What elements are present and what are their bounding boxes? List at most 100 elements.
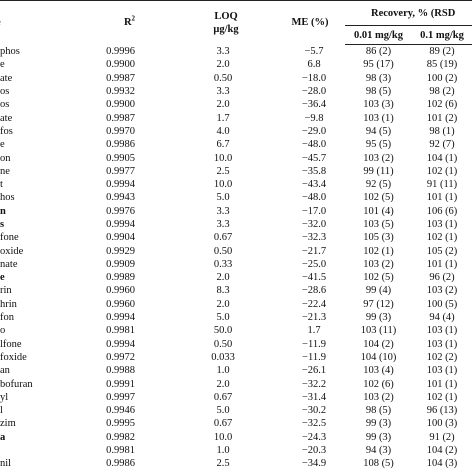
cell-me: −32.2 bbox=[301, 378, 327, 390]
cell-loq: 3.3 bbox=[216, 86, 230, 98]
cell-compound: fon bbox=[0, 312, 14, 324]
cell-compound: nil bbox=[0, 458, 12, 470]
header-loq-line2: μg/kg bbox=[213, 23, 239, 35]
cell-recovery-01: 103 (1) bbox=[426, 365, 458, 377]
cell-loq: 0.50 bbox=[213, 72, 233, 84]
cell-compound: os bbox=[0, 99, 10, 111]
cell-me: −21.3 bbox=[301, 312, 327, 324]
cell-r2: 0.9960 bbox=[106, 298, 135, 310]
cell-loq: 6.7 bbox=[216, 139, 230, 151]
table-row: fos 0.9970 4.0 −29.0 94 (5) 98 (1) bbox=[0, 125, 472, 138]
cell-loq: 3.3 bbox=[216, 219, 230, 230]
table-row: n 0.9976 3.3 −17.0 101 (4) 106 (6) bbox=[0, 205, 472, 218]
cell-r2: 0.9994 bbox=[106, 179, 135, 191]
cell-recovery-001: 95 (5) bbox=[365, 139, 392, 151]
cell-me: −20.3 bbox=[301, 445, 327, 457]
cell-recovery-001: 98 (5) bbox=[365, 405, 392, 417]
cell-loq: 10.0 bbox=[213, 179, 233, 191]
cell-recovery-01: 104 (1) bbox=[426, 152, 458, 164]
cell-recovery-01: 102 (1) bbox=[426, 391, 458, 403]
cell-compound: hos bbox=[0, 192, 15, 204]
cell-compound: on bbox=[0, 152, 11, 164]
cell-r2: 0.9900 bbox=[106, 59, 135, 71]
table-row: a 0.9982 10.0 −24.3 99 (3) 91 (2) bbox=[0, 431, 472, 444]
cell-recovery-01: 102 (6) bbox=[426, 99, 458, 111]
cell-recovery-01: 101 (1) bbox=[426, 258, 458, 270]
cell-recovery-01: 104 (3) bbox=[426, 458, 458, 470]
cell-compound: lfone bbox=[0, 338, 22, 350]
cell-r2: 0.9987 bbox=[106, 112, 135, 124]
cell-r2: 0.9994 bbox=[106, 219, 135, 230]
cell-r2: 0.9946 bbox=[106, 405, 135, 417]
cell-loq: 2.5 bbox=[216, 165, 230, 177]
cell-recovery-01: 91 (2) bbox=[429, 431, 455, 443]
cell-r2: 0.9989 bbox=[106, 272, 135, 284]
cell-r2: 0.9994 bbox=[106, 312, 135, 324]
cell-compound: e bbox=[0, 272, 5, 284]
cell-loq: 1.7 bbox=[216, 112, 230, 124]
cell-loq: 0.50 bbox=[213, 245, 233, 257]
cell-compound: a bbox=[0, 431, 6, 443]
cell-recovery-001: 102 (5) bbox=[363, 192, 394, 204]
cell-recovery-001: 103 (5) bbox=[363, 219, 394, 230]
cell-loq: 5.0 bbox=[216, 192, 230, 204]
cell-recovery-01: 100 (5) bbox=[426, 298, 458, 310]
cell-loq: 5.0 bbox=[216, 405, 230, 417]
cell-recovery-01: 100 (3) bbox=[426, 418, 458, 430]
cell-compound: o bbox=[0, 325, 6, 337]
cell-compound: e bbox=[0, 139, 5, 151]
table-row: bofuran 0.9991 2.0 −32.2 102 (6) 101 (1) bbox=[0, 377, 472, 390]
cell-recovery-01: 96 (2) bbox=[429, 272, 455, 284]
cell-compound: bofuran bbox=[0, 378, 33, 390]
cell-me: −30.2 bbox=[301, 405, 327, 417]
cell-recovery-001: 92 (5) bbox=[365, 179, 392, 191]
cell-compound: zim bbox=[0, 418, 16, 430]
cell-recovery-01: 102 (2) bbox=[426, 351, 458, 363]
cell-compound: phos bbox=[0, 45, 20, 57]
cell-recovery-001: 98 (3) bbox=[365, 72, 392, 84]
header-loq-line1: LOQ bbox=[214, 10, 238, 22]
cell-compound: oxide bbox=[0, 245, 24, 257]
cell-recovery-01: 91 (11) bbox=[426, 179, 458, 191]
cell-recovery-01: 103 (1) bbox=[426, 338, 458, 350]
cell-recovery-001: 103 (2) bbox=[363, 258, 394, 270]
cell-loq: 2.0 bbox=[216, 272, 230, 284]
cell-me: −22.4 bbox=[301, 298, 327, 310]
table-row: e 0.9986 6.7 −48.0 95 (5) 92 (7) bbox=[0, 138, 472, 151]
cell-compound: foxide bbox=[0, 351, 27, 363]
cell-recovery-001: 94 (5) bbox=[365, 125, 392, 137]
cell-recovery-01: 85 (19) bbox=[426, 59, 458, 71]
table-row: nil 0.9986 2.5 −34.9 108 (5) 104 (3) bbox=[0, 457, 472, 470]
cell-recovery-01: 96 (13) bbox=[426, 405, 458, 417]
table-row: zim 0.9995 0.67 −32.5 99 (3) 100 (3) bbox=[0, 417, 472, 430]
table-row: oxide 0.9929 0.50 −21.7 102 (1) 105 (2) bbox=[0, 244, 472, 257]
cell-compound: an bbox=[0, 365, 10, 377]
cell-r2: 0.9994 bbox=[106, 338, 135, 350]
cell-me: −32.3 bbox=[301, 232, 327, 244]
table-row: an 0.9988 1.0 −26.1 103 (4) 103 (1) bbox=[0, 364, 472, 377]
cell-loq: 5.0 bbox=[216, 312, 230, 324]
cell-me: 1.7 bbox=[307, 325, 321, 337]
cell-me: −18.0 bbox=[301, 72, 327, 84]
cell-loq: 0.67 bbox=[213, 391, 233, 403]
cell-recovery-01: 105 (2) bbox=[426, 245, 458, 257]
table-row: phos 0.9996 3.3 −5.7 86 (2) 89 (2) bbox=[0, 45, 472, 59]
cell-recovery-001: 102 (5) bbox=[363, 272, 394, 284]
cell-recovery-01: 94 (4) bbox=[429, 312, 455, 324]
cell-recovery-01: 89 (2) bbox=[429, 46, 455, 58]
table-row: rin 0.9960 8.3 −28.6 99 (4) 103 (2) bbox=[0, 284, 472, 297]
table-row: e 0.9989 2.0 −41.5 102 (5) 96 (2) bbox=[0, 271, 472, 284]
header-recovery-01: 0.1 mg/kg bbox=[412, 25, 472, 45]
cell-r2: 0.9972 bbox=[106, 351, 135, 363]
cell-r2: 0.9986 bbox=[106, 458, 135, 470]
cell-r2: 0.9960 bbox=[106, 285, 135, 297]
header-me: ME (%) bbox=[275, 0, 345, 45]
cell-recovery-001: 99 (3) bbox=[365, 418, 392, 430]
cell-loq: 3.3 bbox=[216, 205, 230, 217]
cell-loq: 2.0 bbox=[216, 378, 230, 390]
table-row: o 0.9981 50.0 1.7 103 (11) 103 (1) bbox=[0, 324, 472, 337]
cell-r2: 0.9904 bbox=[106, 232, 135, 244]
cell-r2: 0.9943 bbox=[106, 192, 135, 204]
header-r2-base: R bbox=[123, 17, 132, 29]
cell-recovery-001: 103 (4) bbox=[363, 365, 394, 377]
